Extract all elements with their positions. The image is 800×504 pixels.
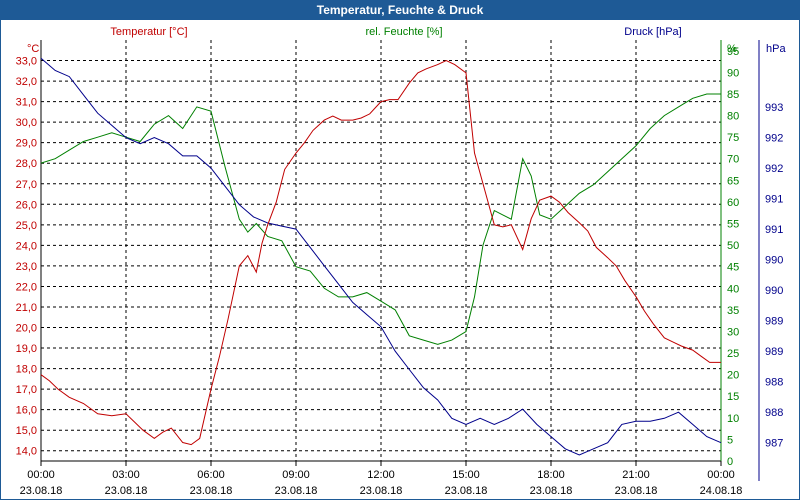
x-tick-date: 23.08.18 [190, 485, 233, 497]
temperature-tick-label: 32,0 [16, 76, 37, 88]
humidity-tick-label: 50 [727, 240, 739, 252]
humidity-tick-label: 0 [727, 456, 733, 468]
temperature-series-label: Temperatur [°C] [110, 26, 187, 38]
pressure-tick-label: 992 [765, 163, 783, 175]
tick-labels: 14,0 15,0 16,0 17,0 18,0 19,0 20,0 21,0 22,0 23,0… [16, 46, 784, 497]
pressure-unit-label: hPa [766, 43, 786, 55]
temperature-tick-label: 18,0 [16, 364, 37, 376]
humidity-tick-label: 95 [727, 46, 739, 58]
humidity-unit-label: % [727, 43, 737, 55]
humidity-tick-label: 40 [727, 283, 739, 295]
humidity-series-label: rel. Feuchte [%] [365, 26, 442, 38]
x-tick-date: 24.08.18 [700, 485, 743, 497]
temperature-tick-label: 17,0 [16, 384, 37, 396]
humidity-tick-label: 5 [727, 434, 733, 446]
x-tick-date: 23.08.18 [530, 485, 573, 497]
pressure-tick-label: 991 [765, 194, 783, 206]
humidity-tick-label: 25 [727, 348, 739, 360]
axes [40, 40, 760, 481]
humidity-tick-label: 70 [727, 154, 739, 166]
temperature-tick-label: 22,0 [16, 281, 37, 293]
temperature-tick-label: 15,0 [16, 425, 37, 437]
temperature-tick-label: 27,0 [16, 179, 37, 191]
pressure-tick-label: 989 [765, 346, 783, 358]
temperature-tick-label: 25,0 [16, 220, 37, 232]
temperature-tick-label: 29,0 [16, 138, 37, 150]
grid [41, 40, 721, 461]
pressure-line [40, 57, 722, 456]
temperature-tick-label: 20,0 [16, 323, 37, 335]
pressure-tick-label: 990 [765, 255, 783, 267]
temperature-line [40, 59, 721, 446]
pressure-tick-label: 989 [765, 316, 783, 328]
x-tick-time: 12:00 [367, 469, 395, 481]
x-tick-time: 00:00 [707, 469, 735, 481]
x-tick-date: 23.08.18 [445, 485, 488, 497]
humidity-line [40, 93, 721, 345]
pressure-tick-label: 991 [765, 224, 783, 236]
humidity-tick-label: 45 [727, 262, 739, 274]
humidity-tick-label: 75 [727, 132, 739, 144]
x-tick-time: 15:00 [452, 469, 480, 481]
x-tick-time: 03:00 [112, 469, 140, 481]
window-title: Temperatur, Feuchte & Druck [0, 0, 800, 20]
humidity-tick-label: 30 [727, 326, 739, 338]
temperature-tick-label: 23,0 [16, 261, 37, 273]
x-tick-date: 23.08.18 [105, 485, 148, 497]
pressure-tick-label: 988 [765, 377, 783, 389]
temperature-tick-label: 31,0 [16, 97, 37, 109]
temperature-tick-label: 14,0 [16, 446, 37, 458]
weather-chart: °C Temperatur [°C] rel. Feuchte [%] Druc… [16, 26, 787, 497]
x-tick-date: 23.08.18 [275, 485, 318, 497]
x-tick-date: 23.08.18 [360, 485, 403, 497]
humidity-tick-label: 35 [727, 305, 739, 317]
temperature-tick-label: 24,0 [16, 240, 37, 252]
humidity-tick-label: 85 [727, 89, 739, 101]
humidity-tick-label: 60 [727, 197, 739, 209]
temperature-tick-label: 28,0 [16, 158, 37, 170]
pressure-tick-label: 990 [765, 285, 783, 297]
pressure-tick-label: 987 [765, 438, 783, 450]
temperature-unit-label: °C [27, 43, 39, 55]
humidity-tick-label: 55 [727, 219, 739, 231]
pressure-tick-label: 993 [765, 102, 783, 114]
temperature-tick-label: 19,0 [16, 343, 37, 355]
pressure-tick-label: 988 [765, 407, 783, 419]
humidity-tick-label: 20 [727, 370, 739, 382]
humidity-tick-label: 80 [727, 111, 739, 123]
temperature-tick-label: 16,0 [16, 405, 37, 417]
x-tick-time: 06:00 [197, 469, 225, 481]
humidity-tick-label: 15 [727, 391, 739, 403]
humidity-tick-label: 90 [727, 67, 739, 79]
x-tick-time: 21:00 [622, 469, 650, 481]
x-tick-time: 18:00 [537, 469, 565, 481]
humidity-tick-label: 65 [727, 175, 739, 187]
temperature-tick-label: 30,0 [16, 117, 37, 129]
x-tick-date: 23.08.18 [20, 485, 63, 497]
x-tick-time: 09:00 [282, 469, 310, 481]
pressure-series-label: Druck [hPa] [624, 26, 681, 38]
x-tick-time: 00:00 [27, 469, 55, 481]
temperature-tick-label: 21,0 [16, 302, 37, 314]
temperature-tick-label: 33,0 [16, 56, 37, 68]
chart-area: °C Temperatur [°C] rel. Feuchte [%] Druc… [0, 20, 800, 500]
x-tick-date: 23.08.18 [615, 485, 658, 497]
series-lines [40, 57, 722, 456]
pressure-tick-label: 992 [765, 133, 783, 145]
temperature-tick-label: 26,0 [16, 199, 37, 211]
humidity-tick-label: 10 [727, 413, 739, 425]
